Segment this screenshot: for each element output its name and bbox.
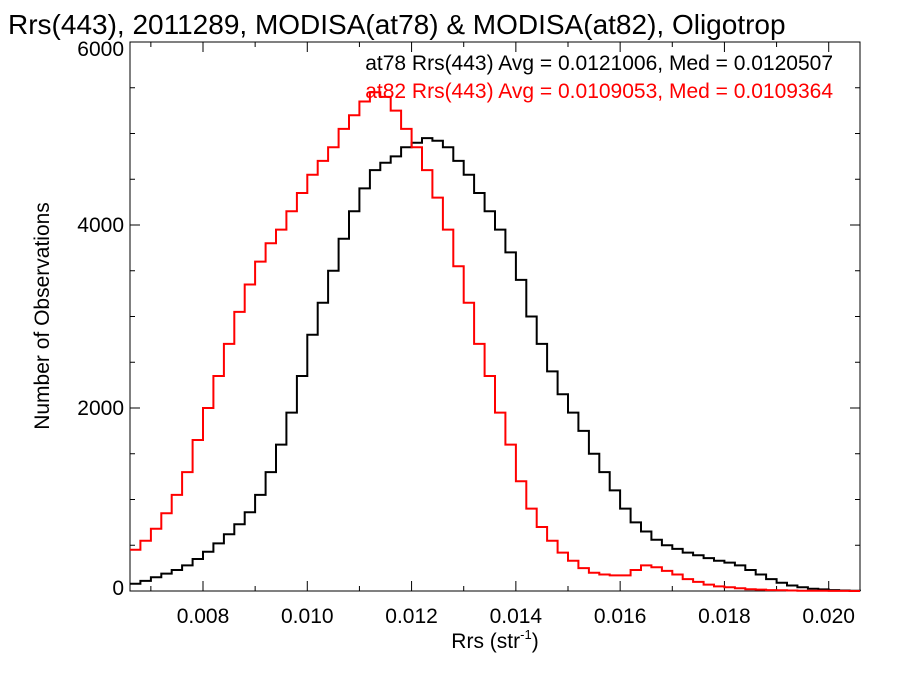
x-axis-label-close: ) — [532, 630, 539, 653]
plot-frame — [129, 41, 861, 592]
y-tick-label: 4000 — [77, 214, 124, 237]
x-tick-label: 0.016 — [594, 605, 647, 628]
x-axis-label: Rrs (str-1) — [451, 627, 538, 653]
annotation-at82: at82 Rrs(443) Avg = 0.0109053, Med = 0.0… — [365, 80, 833, 103]
x-axis-label-main: Rrs (str — [451, 630, 520, 653]
y-axis-label: Number of Observations — [31, 202, 54, 430]
x-axis-label-exponent: -1 — [520, 627, 532, 642]
x-tick-label: 0.018 — [698, 605, 751, 628]
x-tick-label: 0.020 — [802, 605, 855, 628]
y-tick-label: 2000 — [77, 397, 124, 420]
series-group — [130, 91, 861, 592]
y-tick-label: 0 — [112, 577, 124, 600]
series-line-at82 — [130, 91, 860, 592]
x-tick-label: 0.008 — [177, 605, 230, 628]
y-tick-label: 6000 — [77, 38, 124, 61]
chart-title: Rrs(443), 2011289, MODISA(at78) & MODISA… — [8, 9, 786, 40]
x-tick-label: 0.010 — [281, 605, 334, 628]
series-line-at78 — [130, 137, 861, 592]
x-tick-label: 0.014 — [490, 605, 543, 628]
x-tick-label: 0.012 — [385, 605, 438, 628]
x-axis-ticks: 0.008 0.010 0.012 0.014 0.016 0.018 0.020 — [150, 42, 855, 628]
y-axis-ticks: 0 2000 4000 6000 — [77, 38, 860, 600]
annotation-at78: at78 Rrs(443) Avg = 0.0121006, Med = 0.0… — [365, 52, 833, 75]
